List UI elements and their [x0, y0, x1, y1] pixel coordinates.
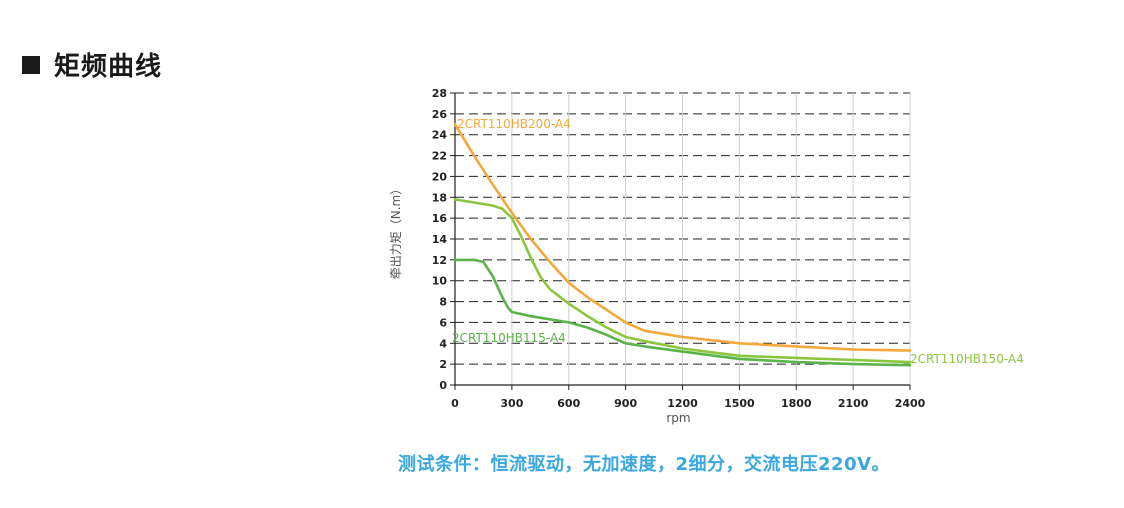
x-tick-label: 1800: [781, 397, 812, 410]
x-tick-label: 300: [500, 397, 523, 410]
series-line-2CRT110HB150-A4: [453, 198, 912, 364]
x-tick-label: 0: [451, 397, 459, 410]
section-bullet-square: [22, 55, 40, 74]
x-tick-label: 900: [614, 397, 637, 410]
y-tick-label: 12: [432, 254, 447, 267]
y-tick-label: 8: [439, 296, 447, 309]
section-title: 矩频曲线: [54, 52, 163, 82]
x-tick-label: 2400: [895, 397, 926, 410]
x-tick-label: 600: [557, 397, 580, 410]
series-line-2CRT110HB200-A4: [453, 123, 912, 352]
section-header: 矩频曲线: [22, 46, 162, 83]
y-tick-label: 4: [439, 337, 447, 350]
y-tick-label: 10: [432, 275, 448, 288]
y-tick-label: 24: [432, 129, 448, 142]
y-tick-label: 26: [432, 108, 448, 121]
series-line-2CRT110HB115-A4: [453, 258, 912, 367]
y-tick-label: 6: [439, 316, 447, 329]
x-axis-label: rpm: [666, 411, 690, 425]
y-tick-label: 16: [432, 212, 448, 225]
series-label: 2CRT110HB200-A4: [457, 117, 571, 131]
x-tick-label: 1200: [667, 397, 698, 410]
y-tick-label: 22: [432, 150, 447, 163]
x-tick-label: 1500: [724, 397, 755, 410]
y-tick-label: 20: [432, 170, 448, 183]
y-tick-label: 14: [432, 233, 448, 246]
y-tick-label: 2: [439, 358, 447, 371]
series-label: 2CRT110HB150-A4: [910, 352, 1024, 366]
y-tick-label: 18: [432, 191, 447, 204]
y-tick-label: 0: [439, 379, 447, 392]
test-conditions-note: 测试条件：恒流驱动，无加速度，2细分，交流电压220V。: [398, 454, 891, 475]
y-axis-label: 牵出力矩（N.m）: [389, 183, 403, 279]
series-label: 2CRT110HB115-A4: [452, 331, 566, 345]
y-tick-label: 28: [432, 87, 447, 100]
x-tick-label: 2100: [838, 397, 869, 410]
